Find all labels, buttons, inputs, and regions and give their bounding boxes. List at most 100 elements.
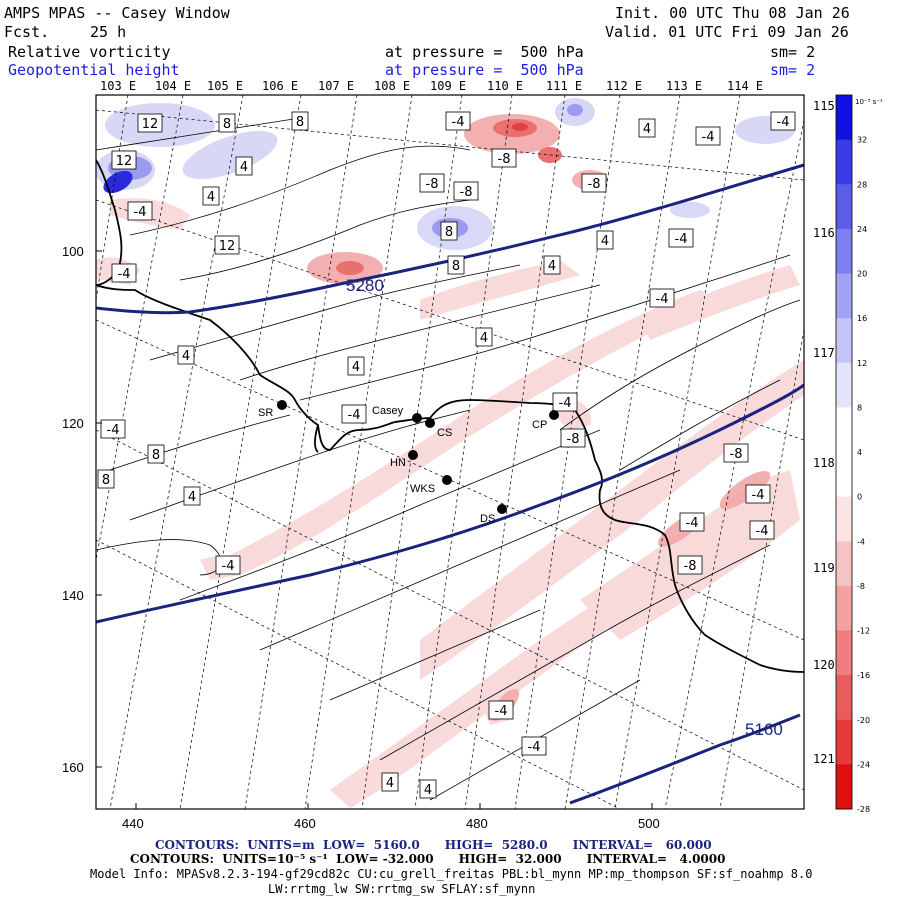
colorbar-swatch (836, 407, 852, 453)
vorticity-label-box (770, 111, 796, 131)
vorticity-label: -4 (348, 408, 361, 423)
vorticity-label: 8 (445, 225, 453, 240)
vorticity-label: 4 (601, 234, 609, 249)
vorticity-label: -4 (752, 488, 765, 503)
vorticity-label: 4 (424, 783, 432, 798)
vorticity-label: -4 (777, 115, 790, 130)
y-tick-label: 120 (62, 416, 84, 431)
colorbar-tick-label: 12 (857, 359, 867, 368)
vorticity-label-box (521, 736, 547, 756)
vorticity-label-box (475, 327, 493, 347)
lon-label-top: 106 E (262, 79, 298, 93)
field2-level: at pressure = 500 hPa (385, 61, 584, 79)
vorticity-label: -8 (567, 432, 580, 447)
colorbar-tick-label: -4 (857, 537, 865, 546)
vorticity-label: 8 (452, 259, 460, 274)
coastline (96, 159, 804, 673)
colorbar-tick-label: 28 (857, 180, 867, 189)
colorbar-tick-label: -24 (857, 760, 870, 769)
vorticity-label: 4 (643, 122, 651, 137)
vorticity-label-box (100, 419, 126, 439)
station-marker-casey (412, 413, 422, 423)
y-tick-label: 100 (62, 244, 84, 259)
chart-title: AMPS MPAS -- Casey Window (4, 4, 230, 22)
vorticity-label-box (560, 428, 586, 448)
vorticity-label: 4 (352, 360, 360, 375)
field1-level: at pressure = 500 hPa (385, 43, 584, 61)
colorbar-tick-label: 4 (857, 448, 862, 457)
vorticity-label-box (679, 512, 705, 532)
station-marker-wks (442, 475, 452, 485)
lon-label-top: 107 E (318, 79, 354, 93)
colorbar-swatch (836, 541, 852, 587)
station-label-cp: CP (532, 419, 547, 431)
colorbar-swatch (836, 585, 852, 631)
colorbar-frame (835, 94, 853, 810)
vorticity-label: 4 (188, 490, 196, 505)
footer-model-info: Model Info: MPASv8.2.3-194-gf29cd82c CU:… (90, 867, 813, 881)
x-tick-label: 480 (466, 816, 488, 831)
vorticity-label-group: 12 12 8 8 4 4 -4 -4 -4 -8 -8 -8 8 12 8 4 4 4 -4 -4 -8 -4 -4 4 4 4… (97, 111, 796, 799)
station-marker-cs (425, 418, 435, 428)
map-frame (95, 94, 805, 810)
vorticity-label-box (137, 113, 163, 133)
colorbar-swatch (836, 630, 852, 676)
colorbar-swatch (836, 719, 852, 765)
footer-physics: LW:rrtmg_lw SW:rrtmg_sw SFLAY:sf_mynn (268, 882, 536, 896)
vorticity-label: -4 (686, 516, 699, 531)
station-label-ds: DS (480, 513, 495, 525)
vorticity-label: -4 (559, 396, 572, 411)
vorticity-label-box (581, 173, 607, 193)
vorticity-label-box (491, 148, 517, 168)
vorticity-label: 12 (219, 239, 236, 254)
vorticity-label-box (668, 228, 694, 248)
vorticity-label: 4 (182, 349, 190, 364)
vorticity-label-box (147, 444, 165, 464)
colorbar: 32 28 24 20 16 12 8 4 0 -4 -8 -12 -16 -20 -24 -28 (835, 94, 870, 814)
colorbar-swatch (836, 139, 852, 185)
colorbar-tick-label: -20 (857, 716, 870, 725)
colorbar-swatch (836, 764, 852, 810)
vorticity-label-box (347, 356, 365, 376)
vorticity-label-box (638, 118, 656, 138)
vorticity-label: 4 (240, 160, 248, 175)
colorbar-tick-label: 32 (857, 136, 867, 145)
field2-name: Geopotential height (8, 61, 180, 79)
lon-label-top: 104 E (155, 79, 191, 93)
colorbar-swatch (836, 184, 852, 230)
colorbar-tick-label: -28 (857, 805, 870, 814)
vorticity-label-box (218, 113, 236, 133)
vorticity-label: 8 (296, 115, 304, 130)
colorbar-tick-label: 8 (857, 403, 862, 412)
colorbar-swatch (836, 496, 852, 542)
y-tick-label: 140 (62, 588, 84, 603)
forecast-label: Fcst. (4, 23, 50, 41)
field2-smoothing: sm= 2 (770, 61, 816, 79)
lon-label-top: 105 E (207, 79, 243, 93)
vorticity-label: 4 (207, 190, 215, 205)
vorticity-label: -8 (684, 559, 697, 574)
lon-label-top: 103 E (100, 79, 136, 93)
field1-smoothing: sm= 2 (770, 43, 816, 61)
vorticity-label: 8 (102, 473, 110, 488)
lon-label-top: 114 E (727, 79, 763, 93)
vorticity-label-box (215, 555, 241, 575)
field1-name: Relative vorticity (8, 43, 171, 61)
vorticity-label-box (649, 288, 675, 308)
vorticity-label: -4 (702, 130, 715, 145)
height-label-5160: 5160 (745, 720, 783, 739)
colorbar-swatch (836, 95, 852, 141)
vorticity-label: -8 (730, 447, 743, 462)
vorticity-label-box (419, 173, 445, 193)
station-label-sr: SR (258, 407, 273, 419)
vorticity-label-box (440, 221, 458, 241)
lon-label-top: 110 E (487, 79, 523, 93)
colorbar-tick-label: -16 (857, 671, 870, 680)
colorbar-tick-label: 24 (857, 225, 867, 234)
vorticity-label: -4 (107, 423, 120, 438)
station-label-casey: Casey (372, 405, 404, 417)
vorticity-label: -8 (460, 185, 473, 200)
station-label-hn: HN (390, 457, 406, 469)
lon-label-top: 108 E (374, 79, 410, 93)
vorticity-label-box (447, 255, 465, 275)
